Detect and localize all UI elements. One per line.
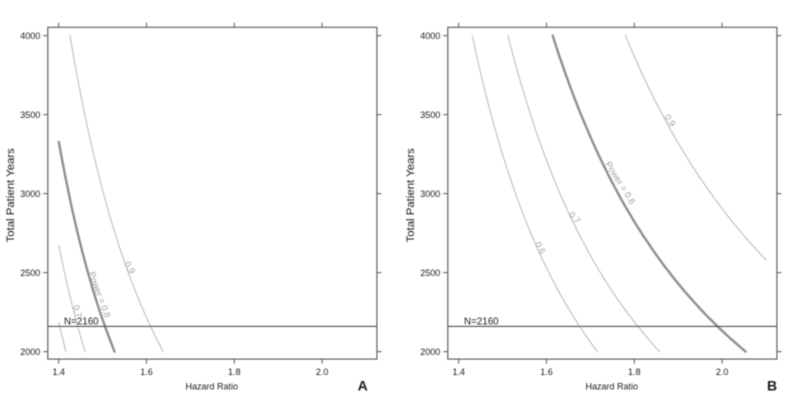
svg-text:1.8: 1.8	[628, 367, 641, 377]
svg-text:1.8: 1.8	[228, 367, 241, 377]
svg-text:3000: 3000	[420, 189, 440, 199]
svg-text:1.6: 1.6	[540, 367, 553, 377]
svg-text:2500: 2500	[20, 268, 40, 278]
svg-text:N=2160: N=2160	[464, 316, 499, 327]
svg-text:N=2160: N=2160	[64, 316, 99, 327]
svg-text:4000: 4000	[420, 31, 440, 41]
svg-text:1.4: 1.4	[452, 367, 465, 377]
svg-text:2000: 2000	[420, 347, 440, 357]
svg-text:A: A	[358, 378, 368, 394]
svg-text:Total Patient Years: Total Patient Years	[405, 148, 417, 243]
svg-text:1.4: 1.4	[52, 367, 65, 377]
svg-text:B: B	[767, 378, 777, 394]
svg-text:Hazard Ratio: Hazard Ratio	[586, 382, 639, 392]
svg-text:3500: 3500	[420, 110, 440, 120]
svg-text:1.6: 1.6	[140, 367, 153, 377]
svg-text:3500: 3500	[20, 110, 40, 120]
svg-text:2.0: 2.0	[716, 367, 729, 377]
svg-text:4000: 4000	[20, 31, 40, 41]
svg-text:2.0: 2.0	[316, 367, 329, 377]
svg-text:Hazard Ratio: Hazard Ratio	[186, 382, 239, 392]
svg-text:2000: 2000	[20, 347, 40, 357]
svg-text:2500: 2500	[420, 268, 440, 278]
svg-text:3000: 3000	[20, 189, 40, 199]
svg-text:Total Patient Years: Total Patient Years	[5, 148, 17, 243]
svg-text:0.7: 0.7	[71, 304, 84, 319]
